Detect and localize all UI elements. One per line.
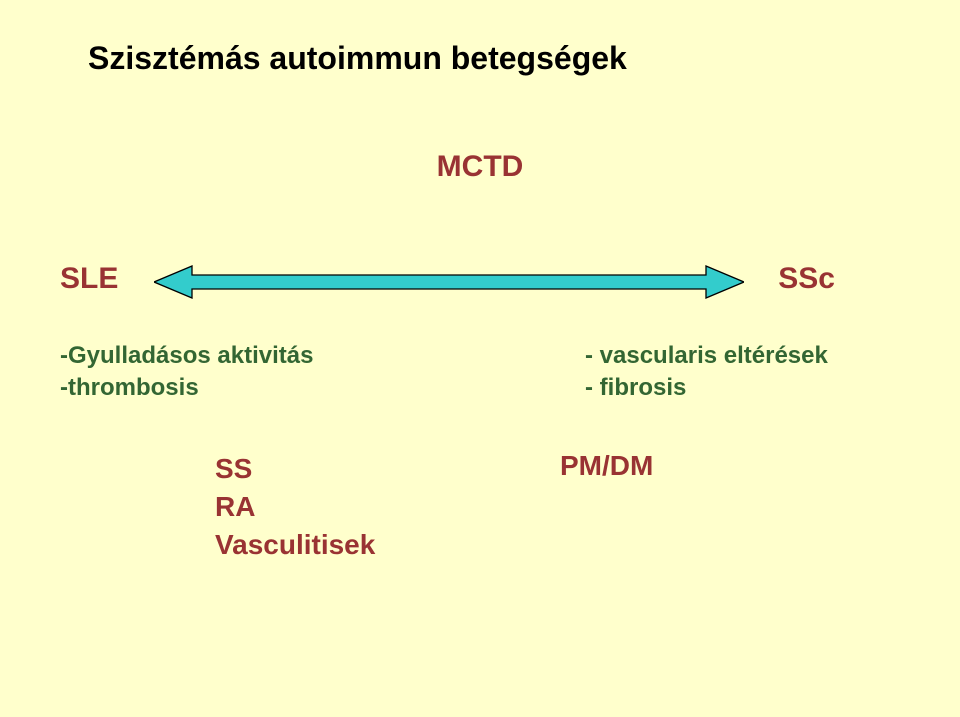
list-item: -Gyulladásos aktivitás	[60, 340, 313, 372]
list-item: - fibrosis	[585, 372, 828, 404]
left-symptom-list: -Gyulladásos aktivitás -thrombosis	[60, 340, 313, 405]
list-item: SS	[215, 450, 375, 488]
list-item: Vasculitisek	[215, 526, 375, 564]
list-item: RA	[215, 488, 375, 526]
ssc-label: SSc	[778, 262, 835, 296]
right-symptom-list: - vascularis eltérések - fibrosis	[585, 340, 828, 405]
bottom-left-list: SS RA Vasculitisek	[215, 450, 375, 563]
double-arrow-icon	[154, 262, 744, 302]
list-item: -thrombosis	[60, 372, 313, 404]
bottom-right-label: PM/DM	[560, 450, 653, 482]
mctd-label: MCTD	[437, 150, 524, 184]
sle-label: SLE	[60, 262, 118, 296]
page-title: Szisztémás autoimmun betegségek	[88, 40, 627, 77]
list-item: - vascularis eltérések	[585, 340, 828, 372]
